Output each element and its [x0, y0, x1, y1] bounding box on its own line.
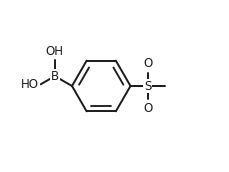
Text: S: S [143, 79, 151, 93]
Text: B: B [51, 70, 59, 83]
Text: HO: HO [21, 78, 39, 91]
Text: O: O [142, 102, 152, 115]
Text: OH: OH [46, 45, 64, 58]
Text: O: O [142, 57, 152, 70]
